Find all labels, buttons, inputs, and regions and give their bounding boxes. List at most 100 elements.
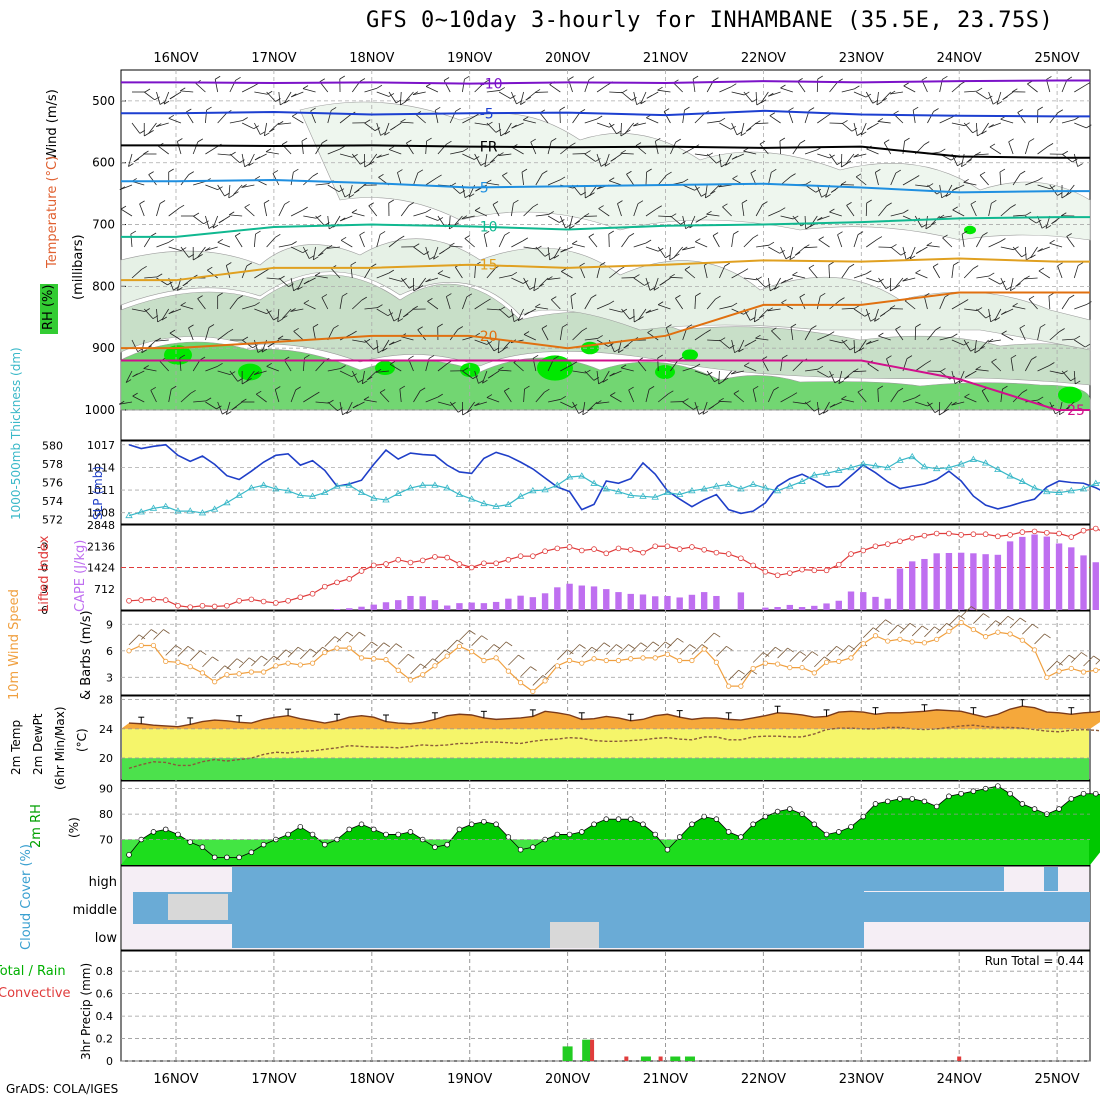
wind-barb-flag	[279, 275, 285, 280]
cloud-grey-low	[550, 922, 599, 948]
rh-point	[248, 849, 255, 856]
wind-barb	[486, 308, 500, 311]
wind-barb	[312, 246, 316, 260]
wind-barb-flag	[680, 221, 686, 225]
wind-barb	[560, 364, 572, 372]
cape-bar	[860, 592, 867, 610]
wind-barb	[315, 401, 329, 404]
wind-barb	[657, 246, 666, 259]
lifted-index-point	[872, 543, 879, 550]
wind-barb	[584, 153, 596, 162]
wind-barb-flag	[188, 324, 194, 329]
wind-barb-flag	[767, 307, 773, 312]
surface-wind-barb	[287, 646, 299, 658]
wind-barb	[131, 269, 142, 279]
wind-barb	[860, 122, 867, 136]
wind-barb-flag	[483, 230, 490, 235]
wind-barb	[486, 339, 495, 352]
lifted-index-tick-label: -3	[37, 540, 48, 553]
rh-point	[811, 821, 818, 828]
wind-barb	[314, 275, 328, 279]
thickness-point	[810, 471, 819, 478]
wind-barb-flag	[609, 372, 615, 377]
wind-barb	[376, 370, 390, 373]
wind-barb	[604, 153, 610, 167]
rh-shading-0	[120, 341, 1091, 411]
wind-barb	[707, 120, 721, 124]
wind-barb	[359, 234, 365, 248]
thickness-point	[162, 502, 170, 509]
wind-barb-flag	[205, 397, 212, 402]
wind-barb	[379, 392, 390, 403]
wind-barb-flag	[486, 394, 493, 398]
cape-bar	[835, 600, 842, 610]
lifted-index-point	[358, 568, 365, 574]
wind-barb-flag	[1062, 150, 1069, 155]
wind-speed-point	[677, 657, 683, 664]
wind-barb-flag	[267, 343, 274, 348]
rh-tick-label: 80	[99, 808, 113, 821]
wind-barb	[617, 203, 622, 217]
wind-barb-flag	[408, 355, 414, 360]
wind-barb	[743, 150, 757, 155]
wind-barb-flag	[771, 327, 777, 332]
wind-barb-flag	[845, 160, 852, 165]
wind-barb-flag	[1049, 362, 1055, 366]
lifted-index-point	[432, 554, 438, 560]
wind-barb	[1037, 184, 1051, 190]
wind-barb-flag	[780, 84, 786, 89]
wind-barb	[610, 395, 622, 403]
top-day-label: 19NOV	[447, 51, 492, 66]
wind-barb-flag	[829, 403, 836, 408]
wind-barb-flag	[551, 296, 557, 300]
pressure-tick-label: 700	[92, 218, 115, 232]
wind-barb-flag	[186, 108, 192, 113]
wind-barb	[952, 209, 965, 217]
wind-barb	[740, 122, 745, 136]
wind-barb-flag	[437, 323, 443, 328]
wind-barb	[254, 370, 267, 375]
cape-bar	[456, 603, 463, 610]
wind-barb	[425, 141, 428, 155]
lifted-index-point	[676, 546, 683, 552]
sfc-green-band	[122, 758, 1089, 780]
wind-barb	[368, 153, 378, 165]
bottom-day-label: 22NOV	[741, 1072, 786, 1087]
wind-barb	[263, 203, 268, 217]
wind-barb-flag	[992, 100, 999, 105]
surface-wind-barb	[789, 651, 801, 662]
wind-barb-flag	[1066, 191, 1072, 196]
wind-barb	[1025, 180, 1038, 186]
wind-barb	[753, 308, 757, 322]
surface-wind-barb-flag	[395, 643, 403, 648]
rh-point	[175, 831, 181, 838]
wind-barb	[932, 266, 941, 279]
wind-barb	[890, 212, 904, 217]
wind-barb	[1030, 246, 1038, 259]
wind-barb	[958, 370, 965, 384]
wind-barb	[609, 91, 623, 94]
wind-barb-flag	[1077, 262, 1084, 266]
wind-barb	[1058, 401, 1063, 415]
wind-speed-point	[640, 655, 646, 661]
wind-barb-flag	[645, 309, 652, 314]
wind-barb	[269, 122, 280, 133]
wind-barb	[143, 91, 155, 101]
wind-barb-flag	[474, 207, 481, 211]
panel-frame-precip	[120, 950, 1091, 1062]
wind-barb-flag	[253, 371, 260, 375]
wind-barb	[193, 400, 207, 403]
wind-barb	[148, 122, 157, 134]
wind-barb	[596, 153, 602, 167]
wind-barb	[894, 277, 904, 289]
wind-barb-flag	[966, 159, 972, 163]
wind-barb-flag	[618, 349, 624, 353]
lifted-index-point	[554, 545, 561, 552]
wind-barb	[168, 389, 172, 403]
wind-barb-flag	[930, 222, 936, 226]
surface-wind-barb-flag	[799, 651, 807, 656]
wind-barb	[155, 339, 169, 342]
wind-speed-point	[713, 659, 720, 665]
wind-barb-flag	[623, 344, 629, 349]
wind-barb	[156, 203, 161, 217]
